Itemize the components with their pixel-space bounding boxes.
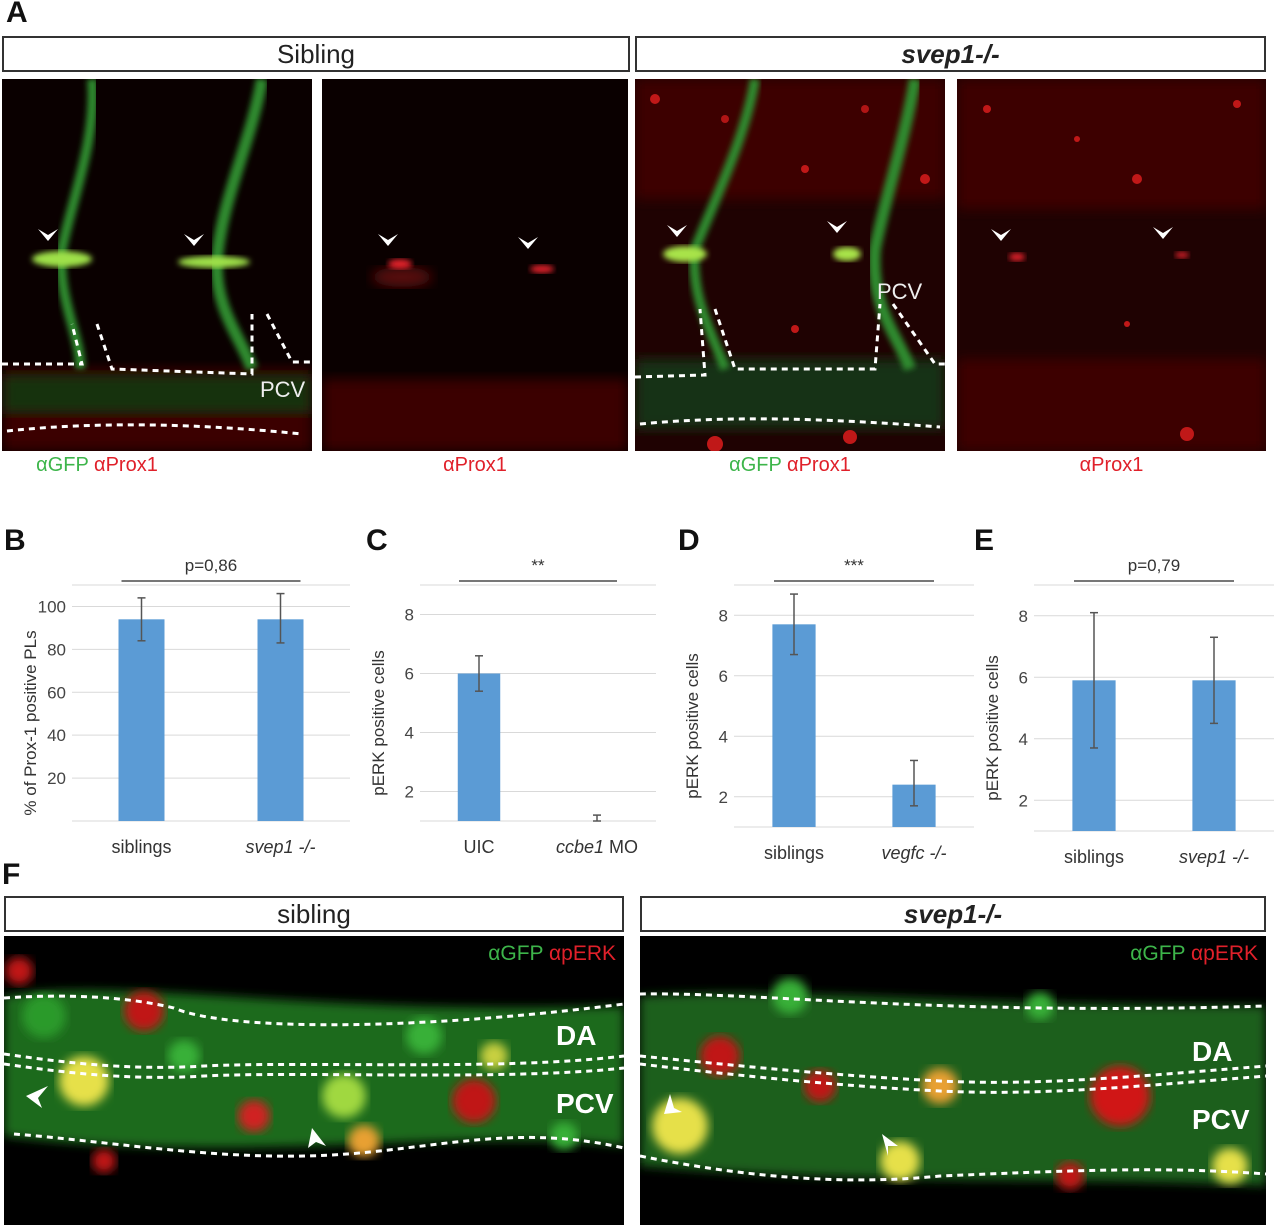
caption-green-stain: αGFP xyxy=(729,454,782,476)
y-tick-label: 6 xyxy=(719,667,728,686)
y-tick-label: 4 xyxy=(1019,730,1028,749)
y-axis-label: pERK positive cells xyxy=(983,655,1002,801)
caption-red-stain: αProx1 xyxy=(1079,454,1144,476)
bar xyxy=(118,619,165,821)
y-tick-label: 6 xyxy=(1019,668,1028,687)
y-tick-label: 80 xyxy=(47,640,66,659)
stain-red: αpERK xyxy=(549,942,616,965)
stain-green: αGFP xyxy=(1130,942,1186,965)
category-label-part: UIC xyxy=(464,837,495,857)
chart-b: 20 40 60 80 100 p=0,86 siblings svep1 -/- % of P… xyxy=(0,545,360,865)
stain-green: αGFP xyxy=(488,942,544,965)
category-label-part: ccbe1 xyxy=(556,837,604,857)
caption-red-stain: αProx1 xyxy=(443,454,507,476)
pcv-label-svep1: PCV xyxy=(877,279,923,304)
y-tick-label: 20 xyxy=(47,769,66,788)
category-label: siblings xyxy=(111,837,171,857)
y-tick-label: 8 xyxy=(405,606,414,625)
caption-green-stain: αGFP xyxy=(36,454,89,476)
stain-legend-sibling: αGFP αpERK xyxy=(488,942,616,966)
chart-svg: 2 4 6 8 ** UIC ccbe1 MO pERK positive cells xyxy=(369,556,656,857)
micrograph-f-svep1: αGFP αpERK DA PCV xyxy=(640,936,1266,1225)
y-tick-label: 8 xyxy=(1019,607,1028,626)
category-label: svep1 -/- xyxy=(245,837,315,857)
category-label: siblings xyxy=(764,843,824,863)
panel-label-d: D xyxy=(678,524,700,557)
panel-label-b: B xyxy=(4,524,26,557)
header-svep1: svep1-/- xyxy=(635,36,1266,72)
y-tick-label: 100 xyxy=(38,597,66,616)
bar xyxy=(257,619,304,821)
da-label-svep1: DA xyxy=(1192,1036,1233,1067)
y-tick-label: 8 xyxy=(719,606,728,625)
y-tick-label: 4 xyxy=(719,727,728,746)
micrograph-f-sibling: αGFP αpERK DA PCV xyxy=(4,936,624,1225)
bar xyxy=(772,624,816,827)
caption-prox1-sibling: αProx1 xyxy=(322,454,628,477)
category-label: UIC xyxy=(464,837,495,857)
caption-merge-svep1: αGFP αProx1 xyxy=(635,454,945,477)
micrograph-svep1-merge: PCV xyxy=(635,79,945,451)
panel-label-e: E xyxy=(974,524,995,557)
category-label-part: MO xyxy=(604,837,638,857)
category-label: siblings xyxy=(1064,847,1124,867)
caption-red-stain: αProx1 xyxy=(787,454,851,476)
caption-merge-sibling: αGFP αProx1 xyxy=(2,454,192,477)
y-tick-label: 4 xyxy=(405,724,414,743)
significance-label: p=0,86 xyxy=(185,556,237,575)
micrograph-svep1-prox1 xyxy=(957,79,1266,451)
y-axis-label: pERK positive cells xyxy=(683,653,702,799)
significance-label: ** xyxy=(531,556,545,575)
micrograph-sibling-merge: PCV xyxy=(2,79,312,451)
y-tick-label: 60 xyxy=(47,683,66,702)
panel-label-c: C xyxy=(366,524,388,557)
chart-svg: 2 4 6 8 p=0,79 siblings svep1 -/- pERK positive… xyxy=(983,556,1274,867)
header-sibling: Sibling xyxy=(2,36,630,72)
stain-red: αpERK xyxy=(1191,942,1258,965)
y-tick-label: 2 xyxy=(719,788,728,807)
category-label: ccbe1 MO xyxy=(556,837,638,857)
chart-svg: 2 4 6 8 *** siblings vegfc -/- pERK positive ce… xyxy=(683,556,974,863)
y-tick-label: 2 xyxy=(405,783,414,802)
significance-label: *** xyxy=(844,556,864,575)
da-label: DA xyxy=(556,1020,597,1051)
pcv-label-f: PCV xyxy=(556,1088,614,1119)
header-sibling-f: sibling xyxy=(4,896,624,932)
chart-c: 2 4 6 8 ** UIC ccbe1 MO pERK positive cells xyxy=(360,545,660,865)
pcv-label: PCV xyxy=(260,377,306,402)
y-tick-label: 2 xyxy=(1019,791,1028,810)
pcv-label-f-svep1: PCV xyxy=(1192,1104,1250,1135)
y-tick-label: 40 xyxy=(47,726,66,745)
y-axis-label: pERK positive cells xyxy=(369,650,388,796)
chart-e: 2 4 6 8 p=0,79 siblings svep1 -/- pERK positive… xyxy=(970,545,1280,867)
y-tick-label: 6 xyxy=(405,665,414,684)
y-axis-label: % of Prox-1 positive PLs xyxy=(21,630,40,815)
bar xyxy=(457,673,501,821)
caption-red-stain: αProx1 xyxy=(94,454,158,476)
caption-prox1-svep1: αProx1 xyxy=(957,454,1266,477)
panel-label-a: A xyxy=(6,0,28,29)
category-label: vegfc -/- xyxy=(881,843,946,863)
chart-d: 2 4 6 8 *** siblings vegfc -/- pERK positive ce… xyxy=(670,545,980,865)
stain-legend-svep1: αGFP αpERK xyxy=(1130,942,1258,966)
header-svep1-f: svep1-/- xyxy=(640,896,1266,932)
panel-label-f: F xyxy=(2,858,21,891)
category-label: svep1 -/- xyxy=(1179,847,1249,867)
significance-label: p=0,79 xyxy=(1128,556,1180,575)
micrograph-sibling-prox1 xyxy=(322,79,628,451)
chart-svg: 20 40 60 80 100 p=0,86 siblings svep1 -/- % of P… xyxy=(21,556,350,857)
